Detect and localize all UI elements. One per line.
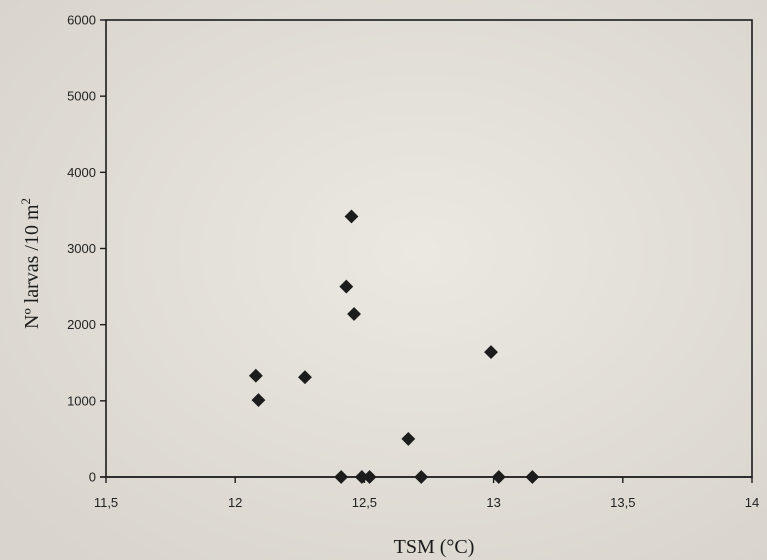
x-tick-label: 14 [745, 495, 759, 510]
y-axis-title: Nº larvas /10 m2 [18, 198, 43, 329]
y-axis-ticks: 0 1000 2000 3000 4000 5000 6000 [67, 13, 106, 485]
data-point [347, 307, 361, 321]
data-point [525, 470, 540, 484]
y-tick-label: 5000 [67, 89, 96, 104]
data-point [298, 370, 312, 385]
x-axis-title: TSM (°C) [394, 536, 475, 558]
data-points [248, 209, 540, 484]
x-tick-label: 11,5 [94, 495, 118, 510]
y-tick-label: 0 [89, 470, 96, 485]
y-tick-label: 4000 [67, 165, 96, 180]
y-tick-label: 6000 [67, 13, 96, 28]
y-tick-label: 1000 [67, 393, 96, 408]
x-tick-label: 12,5 [352, 495, 377, 510]
x-tick-label: 13 [486, 495, 500, 510]
x-tick-label: 13,5 [610, 495, 635, 510]
x-axis-ticks: 11,5 12 12,5 13 13,5 14 [94, 477, 759, 510]
data-point [491, 470, 506, 484]
data-point [362, 470, 377, 484]
data-point [339, 279, 354, 294]
data-point [484, 345, 498, 360]
data-point [401, 431, 416, 446]
data-point [334, 470, 349, 484]
data-point [344, 209, 359, 224]
y-tick-label: 2000 [67, 317, 96, 332]
data-point [248, 368, 263, 383]
data-point [251, 393, 266, 407]
y-tick-label: 3000 [67, 241, 96, 256]
data-point [414, 470, 429, 484]
x-tick-label: 12 [228, 495, 242, 510]
